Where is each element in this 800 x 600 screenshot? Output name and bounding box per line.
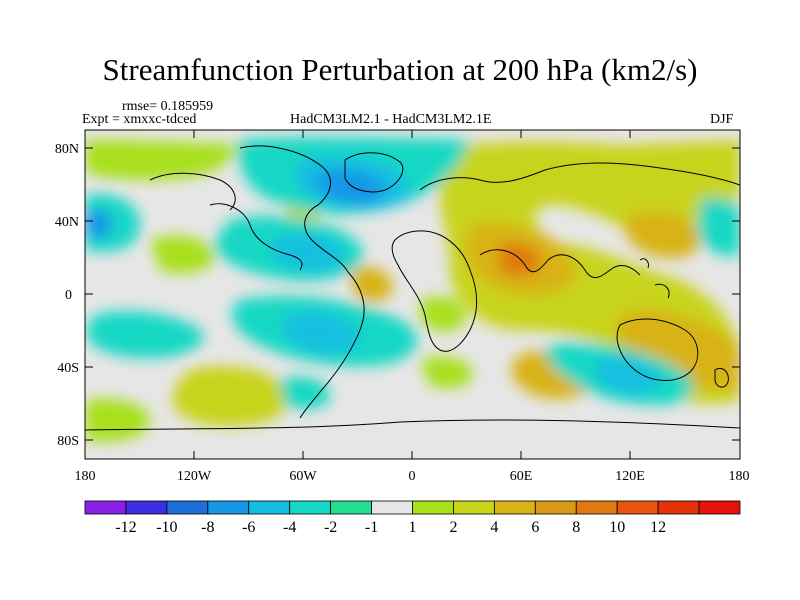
- lat-tick-label: 40N: [55, 215, 79, 230]
- inner-ticks: [85, 130, 740, 459]
- lon-tick-label: 0: [409, 469, 416, 484]
- lon-tick-label: 60E: [510, 469, 533, 484]
- experiment-label: Expt = xmxxc-tdced: [82, 112, 197, 127]
- lat-tick-label: 0: [65, 288, 72, 303]
- colorbar-label: -4: [283, 519, 296, 536]
- lon-tick-label: 120W: [177, 469, 212, 484]
- colorbar-label: 2: [449, 519, 457, 536]
- colorbar-label: -2: [324, 519, 337, 536]
- coastlines: [85, 145, 740, 431]
- colorbar-swatch: [698, 500, 741, 515]
- colorbar-swatch: [534, 500, 577, 515]
- colorbar-swatch: [248, 500, 291, 515]
- colorbar-label: 6: [531, 519, 539, 536]
- lat-tick-label: 40S: [57, 361, 79, 376]
- lon-tick-label: 60W: [289, 469, 317, 484]
- colorbar-swatch: [412, 500, 454, 515]
- colorbar-swatch: [657, 500, 700, 515]
- map-frame: [84, 129, 741, 460]
- model-difference-label: HadCM3LM2.1 - HadCM3LM2.1E: [290, 112, 492, 127]
- colorbar-swatch: [166, 500, 209, 515]
- colorbar-swatch: [575, 500, 618, 515]
- colorbar-swatch: [371, 500, 413, 515]
- colorbar-label: -1: [365, 519, 378, 536]
- colorbar-swatch: [84, 500, 127, 515]
- lon-tick-label: 180: [75, 469, 96, 484]
- colorbar-swatch: [453, 500, 495, 515]
- lon-tick-label: 120E: [615, 469, 645, 484]
- colorbar-label: -10: [156, 519, 177, 536]
- colorbar-swatch: [289, 500, 332, 515]
- rmse-label: rmse= 0.185959: [122, 99, 214, 114]
- map-title: Streamfunction Perturbation at 200 hPa (…: [102, 52, 698, 87]
- colorbar-swatch: [493, 500, 536, 515]
- colorbar-label: -12: [115, 519, 136, 536]
- colorbar-label: 4: [490, 519, 498, 536]
- lon-tick-label: 180: [729, 469, 750, 484]
- colorbar-label: -6: [242, 519, 255, 536]
- longitude-axis: 180 120W 60W 0 60E 120E 180: [75, 469, 750, 484]
- season-label: DJF: [710, 112, 734, 127]
- latitude-axis: 80N 40N 0 40S 80S: [55, 142, 79, 449]
- lat-tick-label: 80N: [55, 142, 79, 157]
- colorbar-label: 8: [572, 519, 580, 536]
- colorbar: -12 -10 -8 -6 -4 -2 -1 1 2 4 6 8 10 12: [84, 500, 741, 536]
- colorbar-swatch: [207, 500, 250, 515]
- colorbar-label: 1: [409, 519, 417, 536]
- colorbar-swatch: [125, 500, 168, 515]
- lat-tick-label: 80S: [57, 434, 79, 449]
- colorbar-label: 10: [609, 519, 625, 536]
- field-layer: [85, 130, 740, 459]
- colorbar-label: 12: [650, 519, 666, 536]
- colorbar-label: -8: [201, 519, 214, 536]
- colorbar-swatch: [330, 500, 372, 515]
- colorbar-swatch: [616, 500, 659, 515]
